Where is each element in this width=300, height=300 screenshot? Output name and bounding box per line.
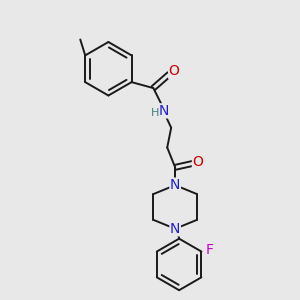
Text: O: O — [169, 64, 180, 78]
Text: N: N — [159, 104, 169, 118]
Text: N: N — [170, 178, 180, 192]
Text: H: H — [151, 108, 160, 118]
Text: F: F — [205, 243, 213, 256]
Text: O: O — [193, 155, 203, 170]
Text: N: N — [170, 222, 180, 236]
